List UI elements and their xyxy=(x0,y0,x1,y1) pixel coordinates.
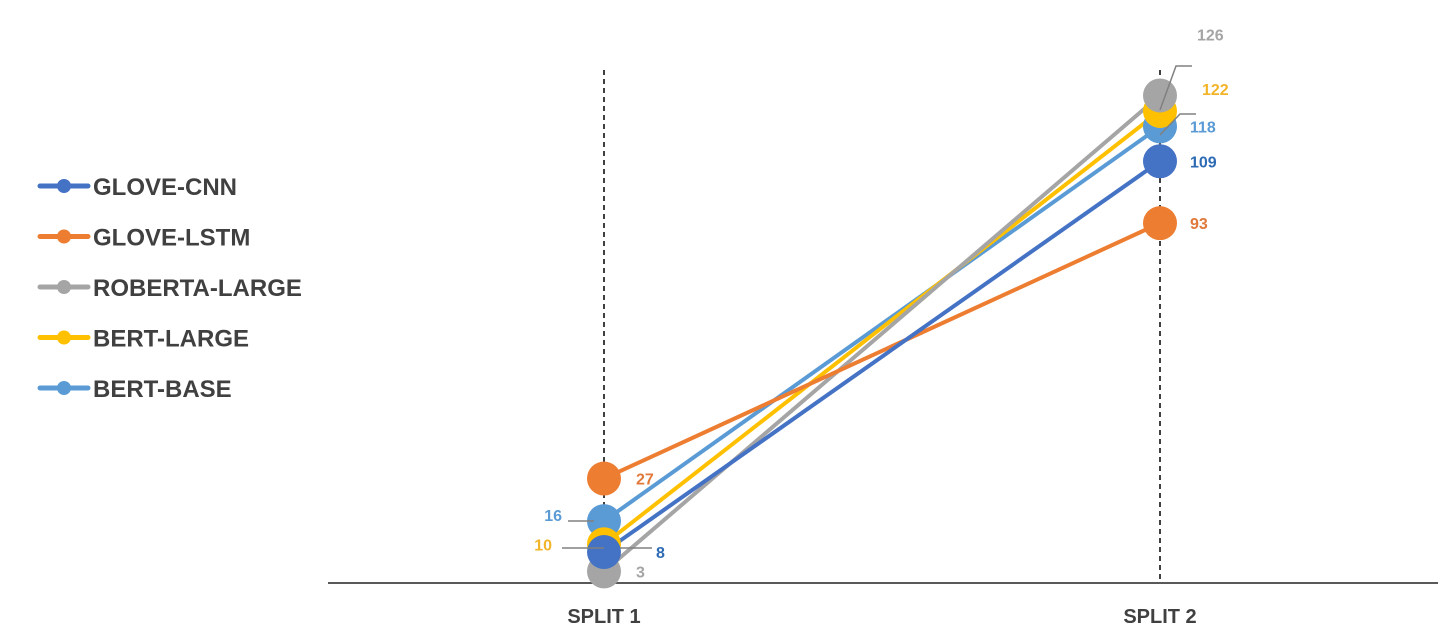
series-line-bert-base xyxy=(602,124,1162,523)
data-label: 8 xyxy=(656,545,665,562)
legend-label: GLOVE-CNN xyxy=(93,174,237,201)
legend-marker xyxy=(57,330,71,345)
data-point-glove-cnn xyxy=(587,535,621,570)
legend-label: GLOVE-LSTM xyxy=(93,225,250,252)
series-line-roberta-large xyxy=(602,93,1162,573)
data-label: 93 xyxy=(1190,216,1208,233)
data-label: 126 xyxy=(1197,27,1224,44)
data-label: 27 xyxy=(636,472,654,489)
data-label-leader xyxy=(1159,65,1192,111)
series-line-glove-cnn xyxy=(602,159,1162,554)
data-labels-group: 8 109 27 93 3 126 10 122 16 118 xyxy=(534,27,1229,581)
data-label: 16 xyxy=(544,508,562,525)
legend-marker xyxy=(57,280,71,294)
legend: GLOVE-CNN GLOVE-LSTM ROBERTA-LARGE BERT-LAR… xyxy=(37,174,302,403)
data-label: 122 xyxy=(1202,82,1229,99)
data-label: 3 xyxy=(636,564,645,581)
x-tick-label: SPLIT 1 xyxy=(567,606,640,628)
data-point-roberta-large xyxy=(1143,78,1177,113)
series-lines-group xyxy=(602,93,1162,573)
legend-marker xyxy=(57,179,71,193)
series-line-glove-lstm xyxy=(603,221,1161,481)
data-point-glove-cnn xyxy=(1143,144,1177,179)
legend-label: ROBERTA-LARGE xyxy=(93,275,302,302)
legend-marker xyxy=(57,229,71,244)
data-label: 10 xyxy=(534,537,552,554)
data-label: 118 xyxy=(1190,119,1216,136)
legend-label: BERT-BASE xyxy=(93,376,232,403)
legend-label: BERT-LARGE xyxy=(93,326,249,353)
x-tick-label: SPLIT 2 xyxy=(1123,606,1196,628)
legend-marker xyxy=(57,381,71,395)
data-label-leader xyxy=(1159,113,1196,136)
axes-group: SPLIT 1 SPLIT 2 xyxy=(328,70,1438,628)
data-label: 109 xyxy=(1190,154,1217,171)
data-points-group xyxy=(587,78,1177,589)
data-point-glove-lstm xyxy=(587,461,621,496)
series-line-bert-large xyxy=(602,109,1162,546)
data-point-glove-lstm xyxy=(1143,206,1177,241)
